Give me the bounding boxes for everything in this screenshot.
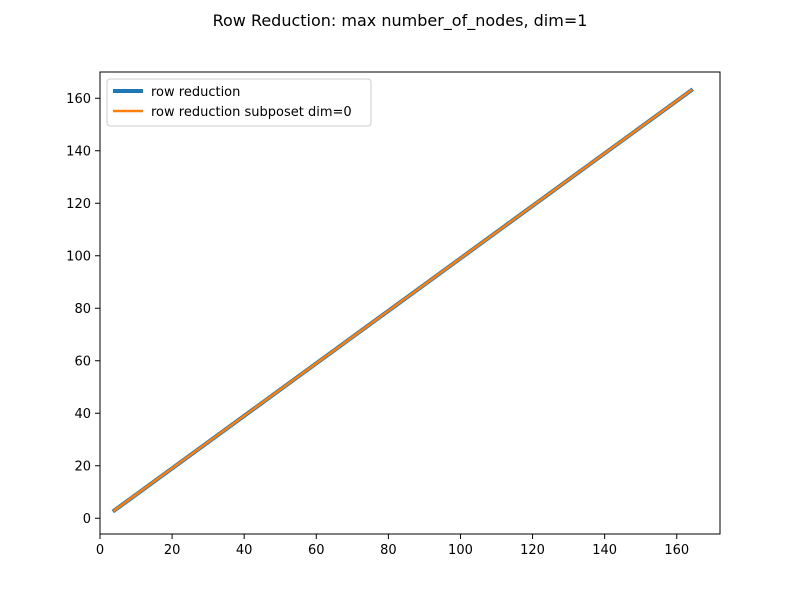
x-tick-label: 60 <box>308 543 325 558</box>
x-tick-label: 0 <box>96 543 104 558</box>
x-tick-label: 80 <box>380 543 397 558</box>
x-tick-label: 40 <box>236 543 253 558</box>
series-line-1 <box>112 88 693 513</box>
x-tick-label: 120 <box>520 543 545 558</box>
y-tick-label: 80 <box>74 302 91 317</box>
legend: row reduction row reduction subposet dim… <box>106 78 372 127</box>
y-tick-label: 100 <box>66 249 91 264</box>
y-tick-label: 0 <box>83 512 91 527</box>
legend-label-row-reduction-subposet: row reduction subposet dim=0 <box>151 105 352 120</box>
y-tick-label: 120 <box>66 197 91 212</box>
x-axis: 0 20 40 60 80 100 120 140 160 <box>96 534 689 558</box>
chart-title: Row Reduction: max number_of_nodes, dim=… <box>213 11 588 31</box>
y-tick-label: 60 <box>74 354 91 369</box>
x-tick-label: 140 <box>592 543 617 558</box>
y-axis: 0 20 40 60 80 100 120 140 160 <box>66 92 100 527</box>
x-tick-label: 100 <box>448 543 473 558</box>
legend-box <box>106 78 372 127</box>
plot-area <box>99 71 721 535</box>
x-tick-label: 20 <box>164 543 181 558</box>
y-tick-label: 40 <box>74 407 91 422</box>
y-tick-label: 20 <box>74 459 91 474</box>
legend-label-row-reduction: row reduction <box>151 85 240 100</box>
x-tick-label: 160 <box>664 543 689 558</box>
y-tick-label: 140 <box>66 144 91 159</box>
series-layer <box>111 87 694 514</box>
y-tick-label: 160 <box>66 92 91 107</box>
